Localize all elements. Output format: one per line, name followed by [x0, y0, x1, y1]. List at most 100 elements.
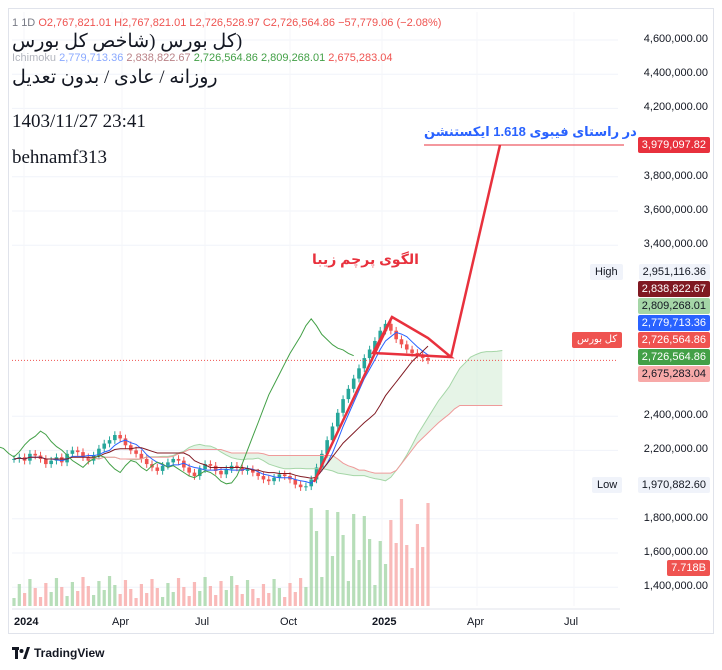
price-tick-label: 1,600,000.00 — [643, 546, 708, 558]
volume-bar — [304, 587, 308, 606]
candle-body — [362, 358, 367, 369]
tradingview-logo-icon — [12, 647, 30, 659]
volume-bar — [235, 585, 239, 606]
volume-bar — [378, 541, 382, 606]
ichimoku-span-b-value: 2,675,283.04 — [328, 52, 393, 64]
ichimoku-name: Ichimoku — [12, 52, 57, 64]
volume-bar — [123, 580, 128, 606]
span-a-tag: 2,809,268.01 — [637, 298, 710, 314]
time-tick-label: Jul — [564, 616, 579, 628]
low-value-tag: 1,970,882.60 — [637, 477, 710, 493]
volume-bar — [277, 588, 281, 606]
volume-bar — [107, 576, 112, 606]
candle-body — [256, 472, 260, 477]
candle-body — [261, 476, 266, 480]
candle-body — [389, 323, 393, 331]
candle-body — [224, 469, 229, 475]
pattern-label: الگوی پرچم زیبا — [312, 251, 419, 267]
candle-body — [59, 457, 64, 463]
tradingview-logo[interactable]: TradingView — [12, 646, 104, 660]
candle-body — [65, 453, 69, 463]
volume-bar — [102, 590, 106, 606]
candle-body — [351, 378, 356, 389]
candle-body — [282, 474, 287, 477]
span-b-tag: 2,675,283.04 — [637, 366, 710, 382]
volume-bar — [309, 508, 313, 606]
price-tick-label: 1,800,000.00 — [643, 511, 708, 524]
legend-open: O2,767,821.01 — [38, 17, 112, 29]
candle-body — [160, 465, 165, 471]
price-tick-label: 3,800,000.00 — [643, 169, 708, 182]
volume-bar — [97, 581, 101, 606]
candle-body — [404, 344, 409, 350]
volume-bar — [267, 593, 271, 606]
chikou-tag: 2,726,564.86 — [637, 349, 710, 365]
ichimoku-tenkan-line — [13, 331, 429, 484]
candle-body — [298, 484, 303, 488]
volume-bar — [299, 578, 303, 606]
volume-bar — [145, 593, 149, 606]
volume-bar — [33, 588, 37, 606]
candle-body — [251, 469, 255, 473]
volume-bar — [362, 516, 366, 606]
volume-bar — [288, 583, 292, 606]
volume-bar — [214, 595, 218, 606]
projection-line — [449, 144, 502, 358]
candle-body — [272, 477, 276, 482]
price-tick-label: 2,400,000.00 — [643, 409, 708, 422]
candle-body — [213, 465, 218, 471]
volume-bar — [405, 545, 409, 606]
volume-bar — [70, 582, 74, 606]
volume-bar — [176, 578, 181, 606]
close-price-tag: 2,726,564.86 — [637, 332, 710, 348]
candle-body — [176, 458, 181, 461]
volume-bar — [60, 587, 64, 606]
tradingview-logo-text: TradingView — [34, 646, 105, 660]
volume-bar — [293, 592, 297, 606]
candle-body — [118, 435, 122, 439]
candle-body — [144, 458, 149, 465]
time-tick-label: 2024 — [14, 616, 39, 628]
legend-close: C2,726,564.86 — [262, 17, 335, 29]
candle-body — [320, 453, 324, 468]
candle-body — [357, 368, 361, 379]
legend-interval: 1D — [21, 17, 36, 29]
time-tick-label: Apr — [112, 616, 130, 628]
volume-bar — [166, 583, 170, 606]
candle-body — [49, 460, 53, 465]
flag-pole-line — [312, 316, 394, 483]
volume-bar — [182, 587, 186, 606]
volume-bar — [325, 510, 329, 606]
candle-body — [346, 388, 351, 400]
candle-body — [128, 445, 133, 451]
volume-bar — [230, 576, 234, 606]
price-tick-label: 3,400,000.00 — [643, 238, 708, 251]
overlay-datetime: 1403/11/27 23:41 — [12, 111, 146, 132]
candle-body — [197, 469, 202, 477]
candle-body — [107, 440, 112, 444]
volume-bar — [208, 586, 212, 606]
overlay-title: (کل بورس (شاخص کل بورس — [12, 31, 243, 52]
volume-bar — [118, 594, 122, 606]
volume-bar — [383, 564, 388, 606]
candle-body — [187, 467, 191, 473]
time-tick-label: Oct — [280, 616, 298, 628]
volume-bar — [192, 582, 197, 606]
candle-body — [97, 448, 101, 456]
volume-bar — [346, 581, 350, 606]
candle-body — [208, 464, 213, 466]
volume-bar — [139, 584, 143, 606]
candle-body — [245, 469, 250, 471]
volume-bar — [17, 584, 21, 606]
volume-bar — [352, 514, 356, 606]
price-tick-label: 2,200,000.00 — [643, 443, 708, 456]
volume-bar — [54, 578, 59, 606]
volume-bar — [272, 579, 276, 606]
target-label: در راستای فیبوی 1.618 ایکستنشن — [424, 124, 637, 139]
price-tick-label: 3,600,000.00 — [643, 204, 708, 216]
time-tick-label: 2025 — [372, 616, 397, 628]
candle-body — [123, 438, 128, 446]
volume-bar — [86, 586, 90, 606]
volume-bar — [336, 512, 340, 606]
